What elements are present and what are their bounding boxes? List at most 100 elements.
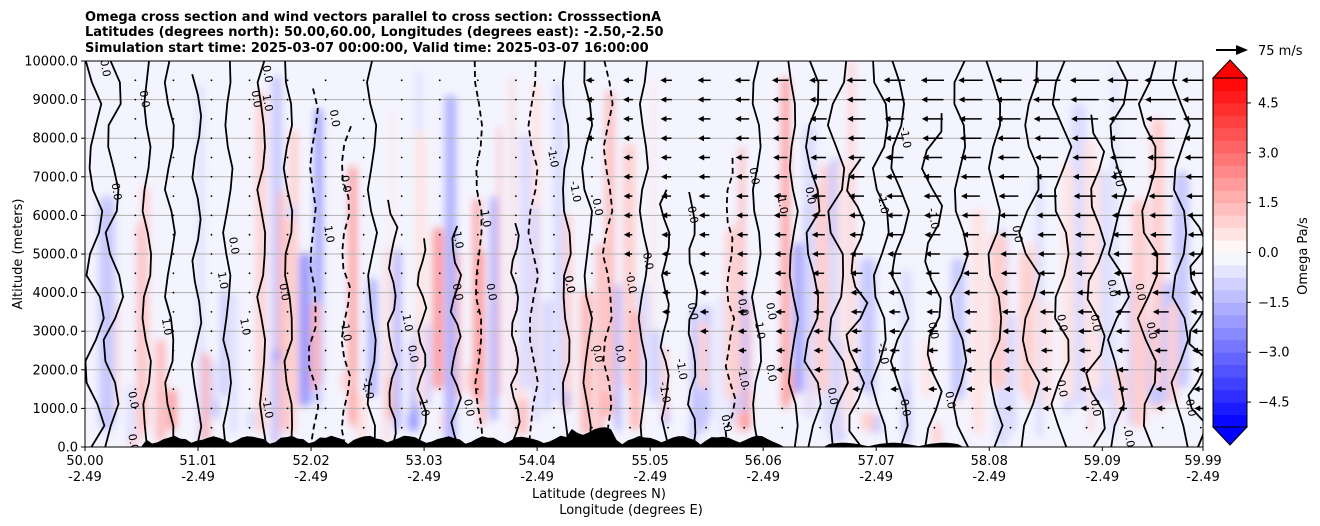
wind-vector-head: [927, 366, 934, 373]
wind-vector: [438, 272, 441, 275]
wind-vector: [553, 195, 555, 198]
wind-vector-head: [699, 251, 706, 257]
contour-line: [163, 61, 176, 447]
wind-vector-head: [772, 115, 779, 122]
contour-label: 1.0: [416, 398, 432, 417]
colorbar-segment: [1213, 352, 1247, 366]
wind-vector-head: [848, 193, 855, 200]
wind-vector-head: [771, 77, 778, 84]
wind-vector-head: [926, 308, 933, 315]
contour-label: 0.0: [685, 205, 701, 224]
quiver-key-label: 75 m/s: [1258, 44, 1303, 59]
wind-vector-head: [1117, 366, 1124, 373]
wind-vector: [286, 195, 289, 198]
x-tick-label-lat: 56.06: [745, 454, 782, 469]
wind-vector-head: [698, 212, 705, 219]
wind-vector-head: [920, 77, 927, 84]
wind-vector: [172, 233, 175, 236]
wind-vector: [629, 311, 631, 313]
wind-vector: [210, 214, 213, 217]
contour-label: 0.0: [405, 344, 421, 363]
wind-vector: [400, 311, 403, 313]
wind-vector-head: [1147, 154, 1154, 161]
wind-vector-head: [1072, 154, 1079, 161]
wind-vector-head: [623, 251, 630, 257]
wind-vector: [286, 156, 289, 159]
wind-vector: [819, 388, 822, 390]
wind-vector: [476, 272, 479, 275]
wind-vector: [400, 98, 403, 101]
wind-vector-head: [813, 328, 820, 335]
y-tick-label: 3000.0: [33, 325, 79, 340]
x-tick-label-lat: 52.02: [292, 454, 329, 469]
wind-vector: [514, 195, 517, 198]
wind-vector-head: [774, 289, 781, 296]
contour-label: 1.0: [321, 224, 337, 243]
wind-vector: [210, 137, 213, 140]
wind-vector-head: [772, 135, 779, 142]
wind-vector-head: [699, 270, 706, 277]
contour-label: -1.0: [449, 226, 466, 249]
wind-vector: [324, 291, 327, 294]
wind-vector: [553, 79, 555, 82]
y-tick-label: 0.0: [57, 441, 78, 456]
contour-line: [1170, 61, 1191, 447]
omega-field-blob: [1167, 302, 1178, 404]
wind-vector: [362, 214, 365, 217]
wind-vector: [476, 311, 479, 313]
wind-vector-head: [1152, 308, 1159, 315]
wind-vector: [134, 388, 137, 390]
wind-vector: [705, 349, 708, 352]
wind-vector-head: [1004, 405, 1011, 412]
colorbar-segment: [1213, 90, 1247, 104]
wind-vector: [476, 175, 479, 178]
wind-vector: [400, 330, 403, 333]
contour-line: [561, 61, 572, 447]
wind-vector-head: [847, 115, 854, 122]
wind-vector: [591, 349, 593, 352]
contour-label: 0.0: [226, 236, 242, 255]
wind-vector: [210, 368, 213, 371]
wind-vector-head: [999, 212, 1006, 219]
wind-vector-head: [958, 96, 965, 103]
contour-label: 0.0: [590, 344, 606, 363]
colorbar-segment: [1213, 364, 1247, 378]
wind-vector: [324, 388, 327, 390]
wind-vector: [553, 311, 555, 313]
contour-label: 0.0: [248, 89, 264, 108]
x-axis-label-latitude: Latitude (degrees N): [532, 487, 666, 502]
wind-vector-head: [734, 77, 741, 84]
wind-vector-head: [922, 135, 929, 142]
wind-vector: [134, 137, 137, 140]
wind-vector-head: [1193, 386, 1200, 393]
wind-vector: [286, 79, 289, 82]
wind-vector-head: [1191, 328, 1198, 335]
colorbar-segment: [1213, 215, 1247, 229]
wind-vector-head: [1111, 212, 1118, 219]
omega-field-blob: [230, 292, 237, 434]
wind-vector-head: [884, 96, 891, 103]
colorbar-segment: [1213, 414, 1247, 428]
wind-vector-head: [775, 347, 782, 354]
wind-vector-head: [735, 173, 742, 180]
wind-vector: [438, 426, 441, 429]
wind-vector: [248, 98, 251, 101]
wind-vector-head: [813, 308, 820, 315]
colorbar-segment: [1213, 289, 1247, 303]
wind-vector-head: [661, 231, 668, 238]
wind-vector-head: [623, 115, 630, 122]
wind-vector-head: [809, 96, 816, 103]
wind-vector-head: [660, 135, 667, 142]
colorbar-tick-label: 3.0: [1258, 146, 1279, 161]
wind-vector-head: [775, 308, 782, 315]
wind-vector-head: [965, 386, 972, 393]
wind-vector: [629, 426, 631, 429]
wind-vector: [324, 426, 327, 429]
wind-vector: [362, 137, 365, 140]
wind-vector-head: [1115, 328, 1122, 335]
wind-vector: [286, 272, 289, 275]
wind-vector-head: [998, 193, 1005, 200]
wind-vector: [553, 214, 555, 217]
wind-vector-head: [1188, 251, 1195, 257]
wind-vector-head: [962, 251, 969, 257]
